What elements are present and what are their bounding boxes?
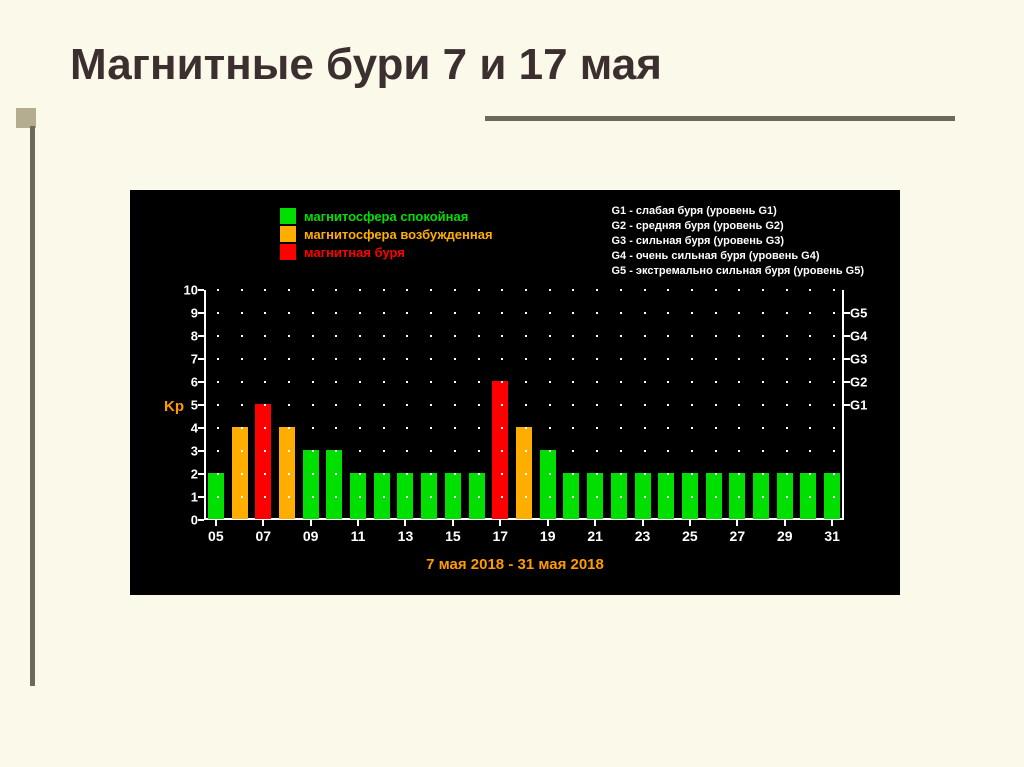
legend-label: магнитная буря [304,245,405,260]
y-tick-right-label: G3 [850,352,884,367]
slide-title: Магнитные бури 7 и 17 мая [70,40,662,90]
y-tick-right-label: G2 [850,375,884,390]
x-tick [689,520,691,526]
x-tick [642,520,644,526]
legend-label: магнитосфера возбужденная [304,227,493,242]
grid-row [206,358,842,360]
accent-rule-vertical [30,126,35,686]
grid-row [206,335,842,337]
y-tick [198,381,204,383]
x-tick-label: 29 [777,528,793,544]
legend-right-line: G4 - очень сильная буря (уровень G4) [611,249,864,264]
y-tick [198,450,204,452]
chart-panel: магнитосфера спокойная магнитосфера возбу… [130,190,900,595]
x-tick [594,520,596,526]
date-range-label: 7 мая 2018 - 31 мая 2018 [130,556,900,573]
y-tick [198,427,204,429]
legend-left-item: магнитосфера возбужденная [280,226,493,242]
y-tick [198,312,204,314]
y-tick [198,358,204,360]
y-tick [198,473,204,475]
y-tick-label: 8 [176,329,198,344]
x-tick [452,520,454,526]
y-tick-right-label: G4 [850,329,884,344]
x-tick [404,520,406,526]
y-tick-right-label: G1 [850,398,884,413]
y-tick [198,519,204,521]
legend-swatch [280,244,296,260]
y-tick-label: 4 [176,421,198,436]
x-tick-label: 13 [398,528,414,544]
grid-row [206,404,842,406]
x-tick [357,520,359,526]
x-tick [547,520,549,526]
grid-row [206,289,842,291]
x-tick-label: 17 [492,528,508,544]
bar [255,404,271,519]
x-tick-label: 05 [208,528,224,544]
x-tick-label: 11 [351,528,366,544]
y-tick-label: 0 [176,513,198,528]
x-tick [499,520,501,526]
accent-square [16,108,36,128]
y-tick-label: 3 [176,444,198,459]
y-tick [198,335,204,337]
x-tick [262,520,264,526]
legend-right: G1 - слабая буря (уровень G1)G2 - средня… [611,204,864,279]
bar [303,450,319,519]
grid-row [206,496,842,498]
x-tick-label: 31 [824,528,840,544]
legend-left: магнитосфера спокойная магнитосфера возбу… [280,208,493,262]
y-tick-label: 1 [176,490,198,505]
bar [540,450,556,519]
legend-left-item: магнитная буря [280,244,493,260]
legend-right-line: G1 - слабая буря (уровень G1) [611,204,864,219]
grid-row [206,450,842,452]
y-tick-label: 7 [176,352,198,367]
y-tick-label: 6 [176,375,198,390]
x-tick-label: 15 [445,528,461,544]
legend-right-line: G2 - средняя буря (уровень G2) [611,219,864,234]
legend-right-line: G5 - экстремально сильная буря (уровень … [611,264,864,279]
bar [326,450,342,519]
grid-row [206,312,842,314]
x-tick-label: 19 [540,528,556,544]
y-tick [198,289,204,291]
x-tick-label: 25 [682,528,698,544]
legend-swatch [280,208,296,224]
legend-label: магнитосфера спокойная [304,209,468,224]
y-tick [198,404,204,406]
y-tick-label: 5 [176,398,198,413]
y-tick-label: 10 [176,283,198,298]
legend-right-line: G3 - сильная буря (уровень G3) [611,234,864,249]
x-tick-label: 09 [303,528,319,544]
y-tick-label: 2 [176,467,198,482]
grid-row [206,381,842,383]
legend-swatch [280,226,296,242]
legend-left-item: магнитосфера спокойная [280,208,493,224]
chart-area: 012345678910G1G2G3G4G5050709111315171921… [204,290,844,520]
grid-row [206,427,842,429]
x-tick [831,520,833,526]
grid-row [206,473,842,475]
x-tick [736,520,738,526]
y-tick [198,496,204,498]
x-tick [215,520,217,526]
y-tick-label: 9 [176,306,198,321]
y-tick-right-label: G5 [850,306,884,321]
x-tick-label: 23 [635,528,651,544]
x-tick-label: 27 [730,528,746,544]
accent-rule-horizontal [485,116,955,121]
slide: Магнитные бури 7 и 17 мая магнитосфера с… [0,0,1024,767]
x-tick-label: 07 [255,528,271,544]
x-tick [784,520,786,526]
x-tick [310,520,312,526]
x-tick-label: 21 [587,528,603,544]
